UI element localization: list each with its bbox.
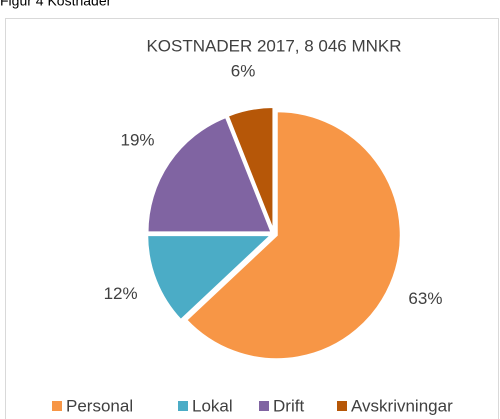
pie-slice — [226, 106, 275, 232]
slice-label: 12% — [104, 284, 138, 303]
pie-slice — [146, 234, 274, 322]
legend-label: Personal — [66, 396, 133, 415]
slice-label: 19% — [121, 131, 155, 150]
slice-label: 6% — [231, 61, 256, 80]
legend: Personal Lokal Drift Avskrivningar — [52, 396, 453, 415]
chart-frame — [5, 18, 499, 419]
pie-slice — [184, 110, 402, 361]
legend-label: Drift — [273, 396, 304, 415]
legend-label: Avskrivningar — [351, 396, 453, 415]
pie: 63% 12% 19% 6% — [104, 61, 442, 361]
slice-label: 63% — [408, 289, 442, 308]
chart-title: KOSTNADER 2017, 8 046 MNKR — [146, 36, 401, 55]
figure-caption: Figur 4 Kostnader — [0, 0, 112, 9]
legend-swatch — [178, 401, 188, 411]
legend-swatch — [52, 401, 62, 411]
legend-label: Lokal — [192, 396, 233, 415]
pie-slice — [146, 115, 273, 234]
legend-swatch — [259, 401, 269, 411]
legend-swatch — [337, 401, 347, 411]
